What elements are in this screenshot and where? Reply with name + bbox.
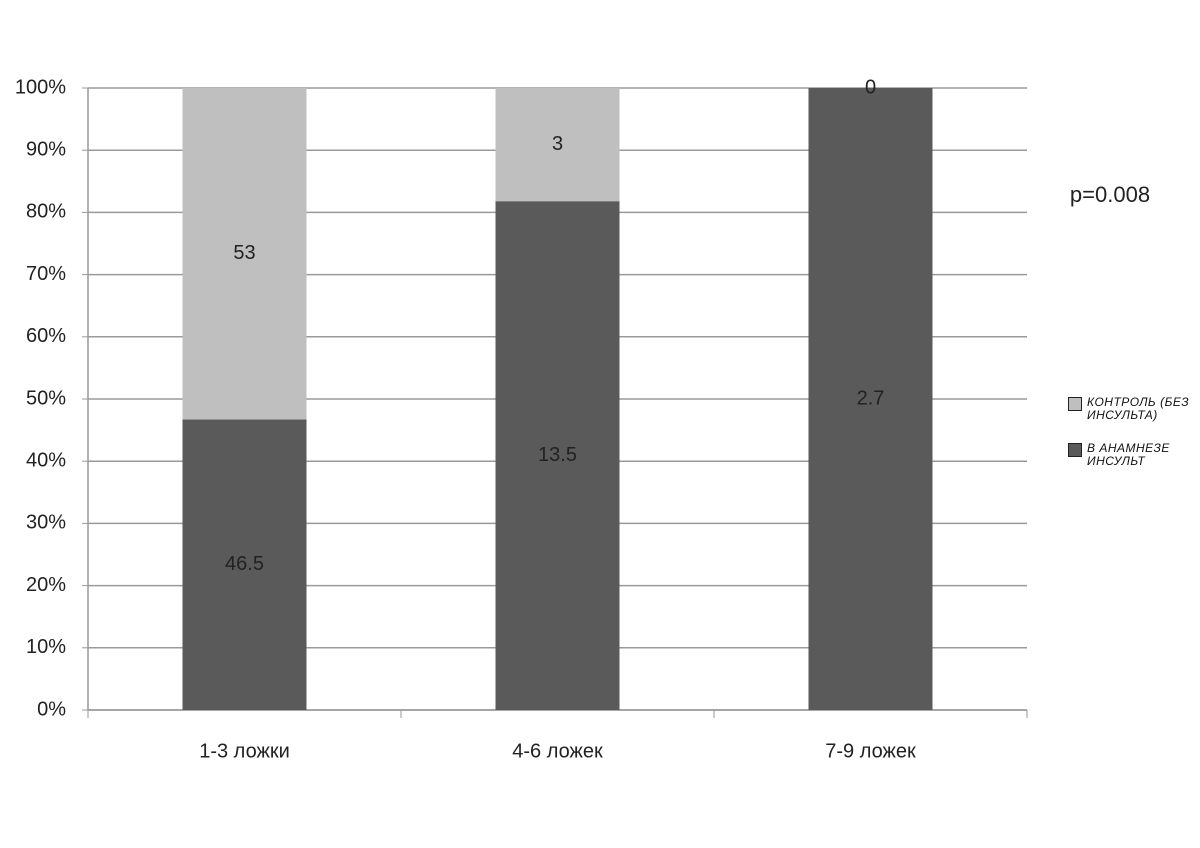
- bar-segment: [182, 88, 307, 420]
- x-tick-label: 7-9 ложек: [825, 740, 916, 762]
- legend-swatch: [1068, 397, 1082, 411]
- y-tick-label: 0%: [37, 698, 66, 720]
- data-label: 46.5: [225, 553, 264, 575]
- legend-item: в анамнезе инсульт: [1068, 442, 1198, 468]
- data-label: 3: [552, 133, 563, 155]
- legend-item: контроль (без инсульта): [1068, 396, 1198, 422]
- y-tick-label: 80%: [26, 201, 66, 223]
- bar-segment: [808, 88, 933, 710]
- y-tick-label: 20%: [26, 574, 66, 596]
- bar-segment: [182, 419, 307, 710]
- data-label: 53: [233, 242, 255, 264]
- legend-swatch: [1068, 443, 1082, 457]
- bar-segment: [495, 88, 620, 202]
- annotation: p=0.008: [1070, 182, 1150, 207]
- y-tick-label: 90%: [26, 138, 66, 160]
- y-tick-label: 50%: [26, 387, 66, 409]
- y-tick-label: 40%: [26, 449, 66, 471]
- x-tick-label: 4-6 ложек: [512, 740, 603, 762]
- bar-segment: [495, 201, 620, 711]
- x-tick-label: 1-3 ложки: [199, 740, 290, 762]
- y-tick-label: 10%: [26, 636, 66, 658]
- data-label: 13.5: [538, 444, 577, 466]
- legend-label: в анамнезе инсульт: [1087, 441, 1170, 468]
- data-label: 0: [865, 76, 876, 98]
- legend-label: контроль (без инсульта): [1087, 395, 1190, 422]
- data-label: 2.7: [857, 387, 885, 409]
- y-tick-label: 100%: [15, 76, 66, 98]
- y-tick-label: 30%: [26, 512, 66, 534]
- y-tick-label: 70%: [26, 263, 66, 285]
- y-tick-label: 60%: [26, 325, 66, 347]
